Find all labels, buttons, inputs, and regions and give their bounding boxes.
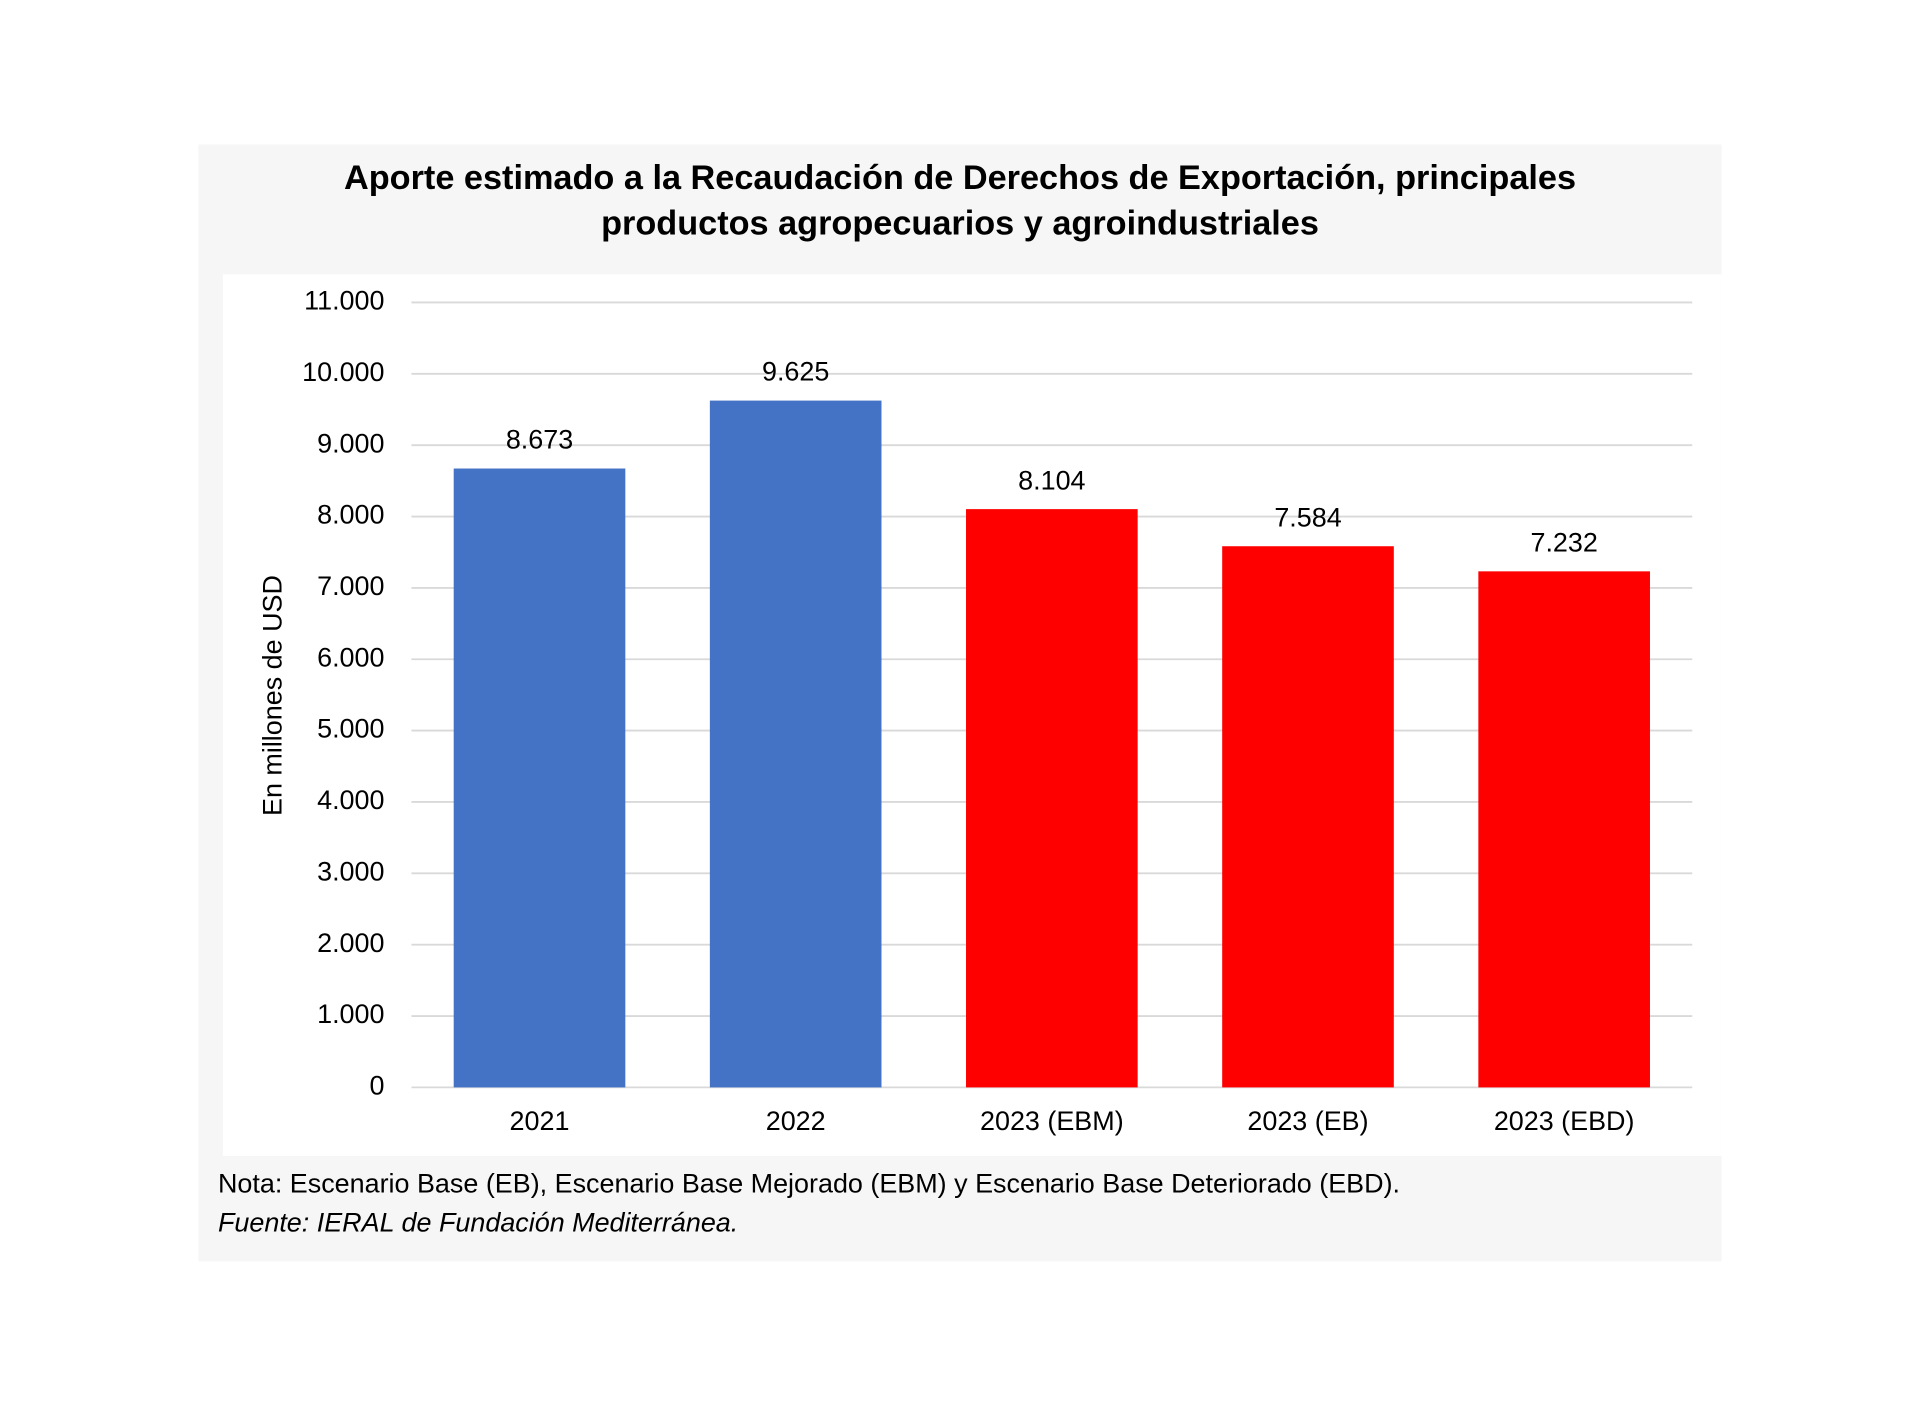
y-axis-label: En millones de USD	[257, 575, 287, 816]
y-tick-label: 3.000	[317, 856, 384, 886]
x-tick-label: 2023 (EBM)	[980, 1106, 1124, 1136]
bar	[453, 468, 626, 1088]
y-tick-label: 10.000	[302, 357, 384, 387]
x-tick-label: 2023 (EBD)	[1494, 1106, 1635, 1136]
y-tick-label: 4.000	[317, 785, 384, 815]
y-tick-label: 9.000	[317, 428, 384, 458]
source: Fuente: IERAL de Fundación Mediterránea.	[218, 1208, 738, 1238]
y-tick-label: 11.000	[304, 286, 384, 316]
chart-title: productos agropecuarios y agroindustrial…	[601, 204, 1319, 242]
data-label: 9.625	[762, 357, 829, 387]
data-label: 7.584	[1274, 502, 1341, 532]
y-tick-label: 1.000	[317, 999, 384, 1029]
y-tick-label: 6.000	[317, 642, 384, 672]
data-label: 7.232	[1530, 528, 1597, 558]
x-tick-label: 2022	[766, 1106, 826, 1136]
chart-title: Aporte estimado a la Recaudación de Dere…	[344, 159, 1576, 197]
y-tick-label: 0	[370, 1070, 385, 1100]
y-tick-label: 5.000	[317, 714, 384, 744]
data-label: 8.673	[506, 425, 573, 455]
bar	[709, 400, 882, 1088]
y-tick-label: 7.000	[317, 571, 384, 601]
x-tick-label: 2021	[510, 1106, 570, 1136]
bar	[1222, 546, 1394, 1088]
x-tick-label: 2023 (EB)	[1247, 1106, 1368, 1136]
y-tick-label: 2.000	[317, 928, 384, 958]
note: Nota: Escenario Base (EB), Escenario Bas…	[218, 1168, 1400, 1198]
bar	[1478, 571, 1650, 1088]
bar	[966, 509, 1138, 1088]
data-label: 8.104	[1018, 465, 1085, 495]
y-tick-label: 8.000	[317, 500, 384, 530]
